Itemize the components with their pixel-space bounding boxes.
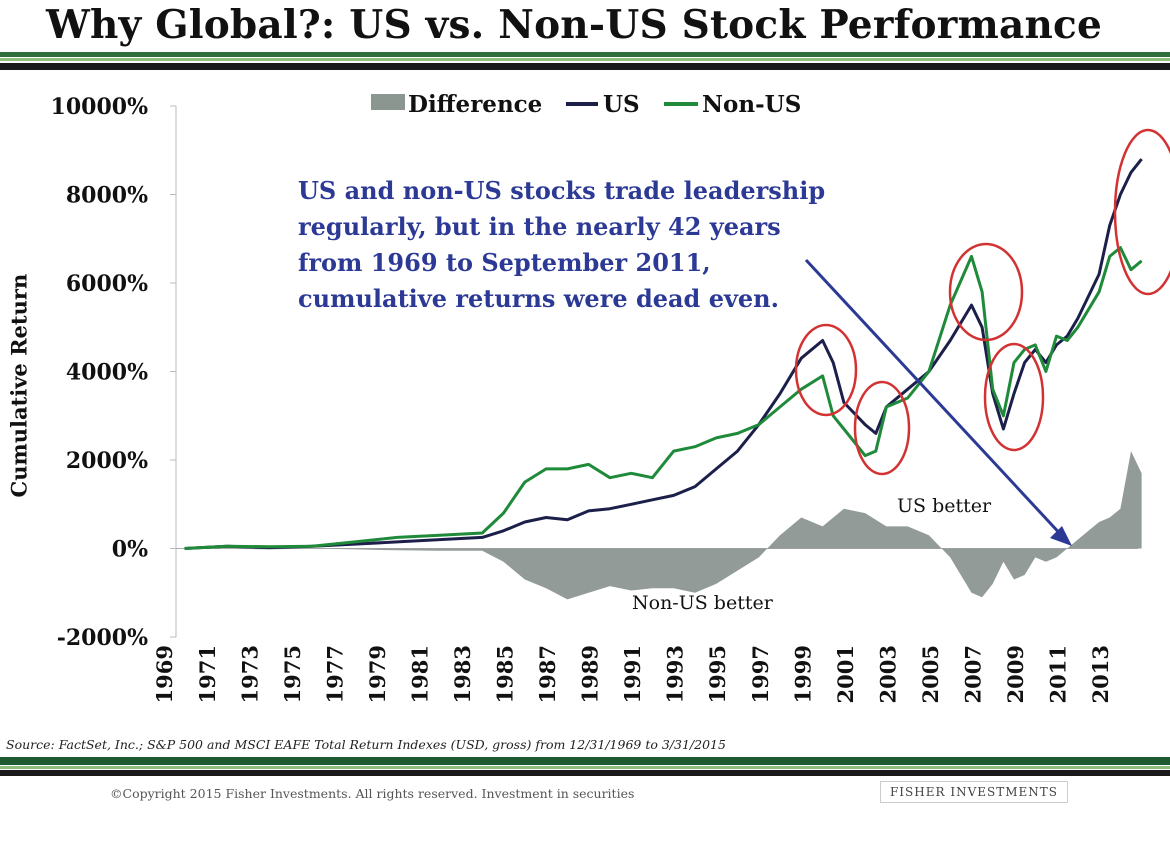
x-tick-label: 1995 bbox=[705, 645, 730, 703]
axis-layer: -2000% 0% 2000% 4000% 6000% 8000% 10000% 1969 19… bbox=[51, 94, 1138, 703]
x-tick-label: 1975 bbox=[280, 645, 305, 703]
x-tick-label: 1989 bbox=[578, 645, 603, 703]
difference-area bbox=[184, 451, 1142, 600]
header-rule-dark bbox=[0, 63, 1170, 70]
non-us-better-label: Non-US better bbox=[632, 592, 774, 614]
x-tick-label: 1969 bbox=[152, 645, 177, 703]
legend-swatch-difference bbox=[371, 94, 405, 110]
difference-area-layer bbox=[184, 451, 1142, 600]
header-rule bbox=[0, 52, 1170, 57]
x-tick-label: 1979 bbox=[365, 645, 390, 703]
chart: -2000% 0% 2000% 4000% 6000% 8000% 10000% 1969 19… bbox=[51, 91, 1170, 703]
x-tick-label: 1973 bbox=[237, 645, 262, 703]
x-tick-label: 2013 bbox=[1088, 645, 1113, 703]
x-tick-label: 1997 bbox=[748, 645, 773, 703]
callout-text: from 1969 to September 2011, bbox=[298, 248, 711, 277]
y-tick-label: 0% bbox=[112, 537, 148, 563]
highlight-ellipse bbox=[948, 242, 1024, 342]
annotation-layer: US and non-US stocks trade leadership reg… bbox=[298, 128, 1170, 614]
x-tick-label: 1987 bbox=[535, 645, 560, 703]
legend-label-non-us: Non-US bbox=[702, 91, 801, 118]
callout-text: cumulative returns were dead even. bbox=[298, 284, 779, 313]
x-tick-label: 2003 bbox=[875, 645, 900, 703]
us-better-label: US better bbox=[897, 495, 992, 517]
x-tick-label: 2001 bbox=[833, 645, 858, 703]
y-tick-label: 4000% bbox=[66, 360, 148, 386]
footer-rule-accent bbox=[0, 766, 1170, 769]
x-tick-label: 1983 bbox=[450, 645, 475, 703]
x-tick-label: 2007 bbox=[960, 645, 985, 703]
footer-rule bbox=[0, 757, 1170, 765]
brand-logo: FISHER INVESTMENTS bbox=[880, 781, 1068, 803]
callout-arrow-head bbox=[1050, 526, 1072, 546]
x-tick-label: 2009 bbox=[1003, 645, 1028, 703]
x-tick-label: 1999 bbox=[790, 645, 815, 703]
highlight-ellipse bbox=[1113, 128, 1170, 296]
callout-text: US and non-US stocks trade leadership bbox=[298, 176, 825, 205]
header-rule-accent bbox=[0, 58, 1170, 61]
y-tick-label: -2000% bbox=[57, 625, 148, 651]
callout-arrow bbox=[804, 258, 1066, 540]
footer-rule-dark bbox=[0, 770, 1170, 776]
x-tick-label: 2011 bbox=[1046, 645, 1071, 703]
us-line bbox=[184, 158, 1143, 550]
legend-label-difference: Difference bbox=[408, 91, 542, 118]
page-title: Why Global?: US vs. Non-US Stock Perform… bbox=[46, 2, 1102, 48]
x-tick-label: 2005 bbox=[918, 645, 943, 703]
non-us-line bbox=[184, 246, 1143, 550]
line-layer bbox=[184, 158, 1143, 550]
x-tick-label: 1981 bbox=[407, 645, 432, 703]
highlight-ellipse bbox=[853, 380, 911, 476]
x-tick-label: 1985 bbox=[493, 645, 518, 703]
legend: Difference US Non-US bbox=[371, 91, 801, 118]
copyright-text: ©Copyright 2015 Fisher Investments. All … bbox=[110, 786, 635, 801]
highlight-ellipse bbox=[983, 342, 1045, 452]
callout-text: regularly, but in the nearly 42 years bbox=[298, 212, 781, 241]
x-tick-label: 1977 bbox=[322, 645, 347, 703]
x-tick-label: 1971 bbox=[195, 645, 220, 703]
highlight-ellipse bbox=[794, 323, 858, 417]
legend-label-us: US bbox=[603, 91, 640, 118]
y-tick-label: 2000% bbox=[66, 448, 148, 474]
x-tick-label: 1991 bbox=[620, 645, 645, 703]
source-note: Source: FactSet, Inc.; S&P 500 and MSCI … bbox=[6, 737, 726, 752]
x-tick-label: 1993 bbox=[663, 645, 688, 703]
y-tick-label: 10000% bbox=[51, 94, 149, 120]
y-tick-label: 6000% bbox=[66, 271, 148, 297]
y-tick-label: 8000% bbox=[66, 183, 148, 209]
